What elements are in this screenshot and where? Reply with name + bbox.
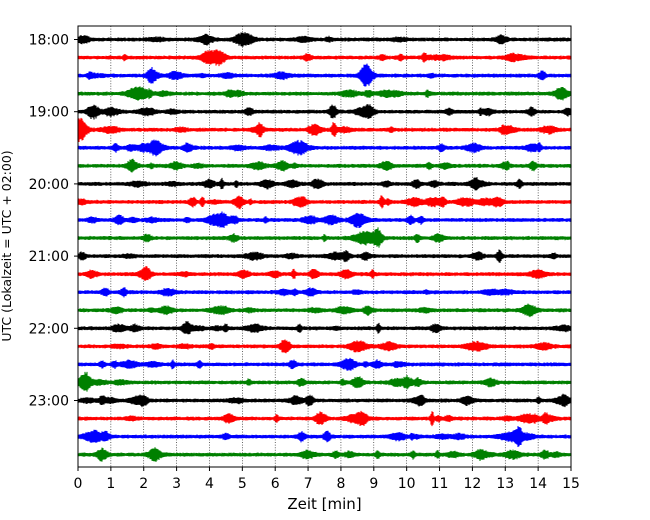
y-tick-label-2300: 23:00	[29, 394, 69, 410]
trace-2300	[77, 393, 572, 408]
x-tick-label-11: 11	[431, 476, 449, 492]
trace-2115	[77, 265, 572, 281]
x-tick-label-15: 15	[562, 476, 580, 492]
x-tick-label-8: 8	[336, 476, 345, 492]
trace-2130	[77, 287, 572, 298]
y-tick-label-2000: 20:00	[29, 177, 69, 193]
y-tick-label-1800: 18:00	[29, 33, 69, 49]
trace-1800	[77, 32, 572, 47]
x-tick-label-3: 3	[172, 476, 181, 492]
x-tick-label-1: 1	[106, 476, 115, 492]
seismogram-traces	[77, 32, 572, 462]
y-axis-ticks: 18:00 19:00 20:00 21:00 22:00 23:00	[29, 33, 78, 410]
x-axis-label: Zeit [min]	[287, 495, 361, 513]
trace-2100	[77, 249, 572, 263]
x-tick-label-9: 9	[369, 476, 378, 492]
trace-2230	[77, 357, 572, 371]
trace-1945	[77, 158, 572, 173]
x-tick-label-10: 10	[398, 476, 416, 492]
x-tick-label-5: 5	[238, 476, 247, 492]
plot-frame	[77, 25, 572, 468]
x-tick-label-2: 2	[139, 476, 148, 492]
x-tick-label-13: 13	[496, 476, 514, 492]
trace-2245	[77, 371, 572, 392]
x-axis-ticks: 0 1 2 3 4 5 6 7 8 9 10 11 12 13 14 15	[74, 467, 580, 492]
trace-2315	[77, 410, 572, 427]
trace-1845	[77, 86, 572, 101]
trace-2030	[77, 211, 572, 229]
trace-1930	[77, 139, 572, 157]
trace-2015	[77, 195, 572, 210]
x-tick-label-6: 6	[271, 476, 280, 492]
trace-2330	[77, 426, 572, 447]
x-tick-label-0: 0	[74, 476, 83, 492]
x-tick-label-7: 7	[304, 476, 313, 492]
trace-1830	[77, 63, 572, 87]
grid-lines	[110, 26, 539, 467]
trace-2215	[77, 339, 572, 354]
y-tick-label-2200: 22:00	[29, 321, 69, 337]
y-axis-label: UTC (Lokalzeit = UTC + 02:00)	[0, 150, 14, 341]
y-tick-label-1900: 19:00	[29, 105, 69, 121]
x-tick-label-12: 12	[463, 476, 481, 492]
x-tick-label-14: 14	[529, 476, 547, 492]
trace-2045	[77, 227, 572, 248]
x-tick-label-4: 4	[205, 476, 214, 492]
trace-2345	[77, 447, 572, 462]
trace-2145	[77, 303, 572, 318]
trace-1915	[77, 117, 572, 142]
trace-1900	[77, 104, 572, 120]
y-tick-label-2100: 21:00	[29, 249, 69, 265]
trace-1815	[77, 49, 572, 67]
trace-2000	[77, 177, 572, 191]
trace-2200	[77, 321, 572, 335]
